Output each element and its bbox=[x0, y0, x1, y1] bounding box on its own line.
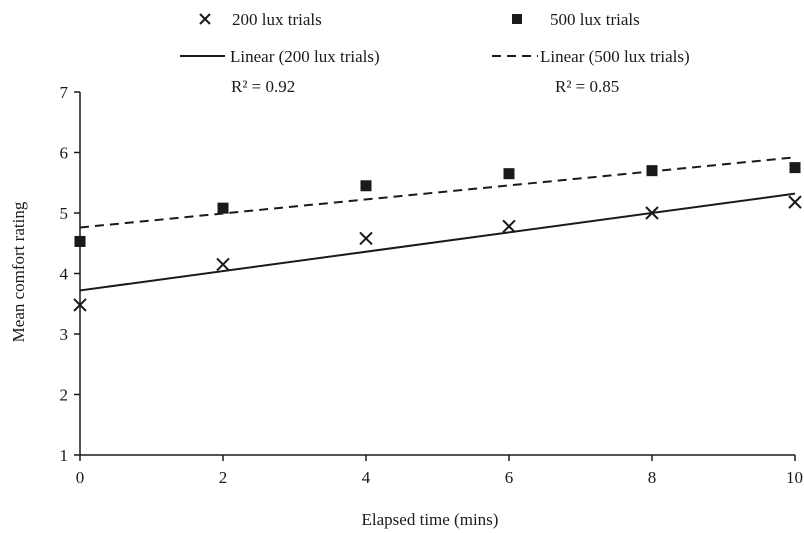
y-tick-label: 1 bbox=[60, 446, 69, 465]
legend-item-200-lux: 200 lux trials bbox=[199, 10, 322, 29]
point-200-lux bbox=[216, 257, 230, 272]
x-tick-label: 0 bbox=[76, 468, 85, 487]
y-axis-title: Mean comfort rating bbox=[9, 201, 28, 342]
x-tick-label: 6 bbox=[505, 468, 514, 487]
legend-item-linear-500: Linear (500 lux trials) R² = 0.85 bbox=[492, 47, 690, 96]
point-500-lux bbox=[646, 165, 658, 177]
x-tick-label: 8 bbox=[648, 468, 657, 487]
point-500-lux bbox=[360, 180, 372, 192]
legend-label-linear-500: Linear (500 lux trials) bbox=[540, 47, 690, 66]
legend-label-500-lux: 500 lux trials bbox=[550, 10, 640, 29]
y-tick-label: 2 bbox=[60, 386, 69, 405]
point-200-lux bbox=[359, 231, 373, 246]
trendlines bbox=[79, 156, 796, 292]
y-ticks: 1 2 3 4 5 6 7 bbox=[60, 83, 80, 465]
legend-item-500-lux: 500 lux trials bbox=[512, 10, 640, 29]
x-ticks: 0 2 4 6 8 10 bbox=[76, 455, 803, 487]
trendline-500-lux bbox=[79, 156, 796, 229]
y-tick-label: 4 bbox=[60, 265, 69, 284]
r2-label-500: R² = 0.85 bbox=[555, 77, 619, 96]
y-tick-label: 7 bbox=[60, 83, 69, 102]
data-points bbox=[73, 162, 802, 312]
y-tick-label: 3 bbox=[60, 325, 69, 344]
trendline-200-lux bbox=[79, 192, 796, 292]
legend-item-linear-200: Linear (200 lux trials) R² = 0.92 bbox=[180, 47, 380, 96]
point-500-lux bbox=[789, 162, 801, 174]
point-500-lux bbox=[217, 202, 229, 214]
y-tick-label: 6 bbox=[60, 144, 69, 163]
legend-label-linear-200: Linear (200 lux trials) bbox=[230, 47, 380, 66]
y-tick-label: 5 bbox=[60, 204, 69, 223]
point-200-lux bbox=[73, 298, 87, 312]
axes: 1 2 3 4 5 6 7 0 2 4 6 8 10 bbox=[60, 83, 804, 487]
x-tick-label: 2 bbox=[219, 468, 228, 487]
point-500-lux bbox=[74, 235, 86, 247]
legend-x-marker-icon bbox=[199, 13, 211, 25]
legend-label-200-lux: 200 lux trials bbox=[232, 10, 322, 29]
legend-square-marker-icon bbox=[512, 14, 522, 24]
x-tick-label: 4 bbox=[362, 468, 371, 487]
legend: 200 lux trials 500 lux trials Linear (20… bbox=[180, 10, 690, 96]
point-200-lux bbox=[645, 206, 659, 220]
point-200-lux bbox=[502, 219, 516, 234]
point-500-lux bbox=[503, 168, 515, 180]
point-200-lux bbox=[788, 195, 802, 209]
x-axis-title: Elapsed time (mins) bbox=[362, 510, 499, 529]
x-tick-label: 10 bbox=[786, 468, 803, 487]
r2-label-200: R² = 0.92 bbox=[231, 77, 295, 96]
